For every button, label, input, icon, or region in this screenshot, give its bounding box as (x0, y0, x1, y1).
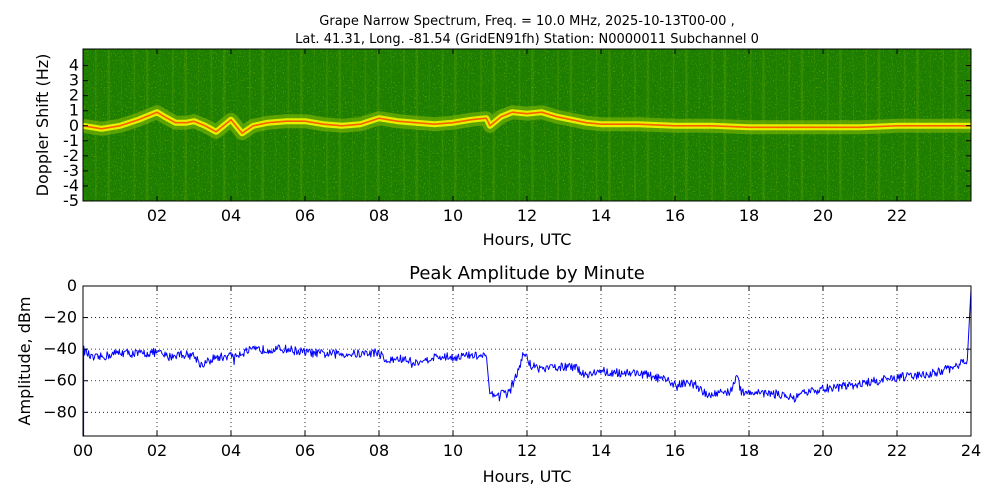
amplitude-x-tick-label: 04 (221, 441, 241, 460)
amplitude-y-tick-label: −40 (43, 339, 77, 358)
spectrogram-y-tick-label: -1 (63, 131, 79, 150)
spectrogram-y-tick-label: -2 (63, 146, 79, 165)
amplitude-x-tick-label: 12 (517, 441, 537, 460)
amplitude-panel: Peak Amplitude by Minute 00 02 04 06 08 10 12 1… (15, 263, 981, 486)
spectrogram-y-tick-label: -5 (63, 191, 79, 210)
spectrogram-y-tick-label: -4 (63, 176, 79, 195)
amplitude-y-label: Amplitude, dBm (15, 297, 34, 426)
amplitude-plot-area (83, 286, 971, 436)
spectrogram-y-tick-label: 4 (69, 56, 79, 75)
spectrogram-x-tick-label: 22 (887, 206, 907, 225)
spectrogram-x-tick-label: 18 (739, 206, 759, 225)
figure-title-line-1: Grape Narrow Spectrum, Freq. = 10.0 MHz,… (319, 14, 734, 29)
spectrogram-x-tick-label: 10 (443, 206, 463, 225)
amplitude-y-axis: 0 −20 −40 −60 −80 (43, 276, 971, 421)
amplitude-title: Peak Amplitude by Minute (409, 263, 645, 284)
doppler-trace (83, 105, 971, 141)
amplitude-x-tick-label: 10 (443, 441, 463, 460)
amplitude-y-tick-label: −60 (43, 371, 77, 390)
spectrogram-y-tick-label: 3 (69, 71, 79, 90)
amplitude-x-tick-label: 18 (739, 441, 759, 460)
spectrogram-y-tick-label: 2 (69, 86, 79, 105)
amplitude-x-tick-label: 24 (961, 441, 981, 460)
spectrogram-y-tick-label: -3 (63, 161, 79, 180)
amplitude-x-tick-label: 00 (73, 441, 93, 460)
doppler-trace-core (83, 111, 971, 135)
spectrogram-y-tick-label: 1 (69, 101, 79, 120)
spectrogram-x-tick-label: 02 (147, 206, 167, 225)
spectrogram-x-tick-label: 16 (665, 206, 685, 225)
spectrogram-x-tick-label: 04 (221, 206, 241, 225)
spectrogram-x-tick-label: 20 (813, 206, 833, 225)
amplitude-x-tick-label: 08 (369, 441, 389, 460)
amplitude-x-axis: 00 02 04 06 08 10 12 14 16 18 20 22 24 (73, 286, 981, 460)
spectrogram-y-label: Doppler Shift (Hz) (33, 54, 52, 197)
amplitude-x-tick-label: 02 (147, 441, 167, 460)
spectrogram-x-tick-label: 06 (295, 206, 315, 225)
amplitude-x-tick-label: 16 (665, 441, 685, 460)
amplitude-x-tick-label: 14 (591, 441, 611, 460)
amplitude-x-tick-label: 06 (295, 441, 315, 460)
amplitude-x-label: Hours, UTC (483, 467, 572, 486)
spectrogram-x-tick-label: 08 (369, 206, 389, 225)
amplitude-y-tick-label: −80 (43, 402, 77, 421)
amplitude-x-tick-label: 20 (813, 441, 833, 460)
amplitude-line (83, 289, 971, 403)
amplitude-y-tick-label: −20 (43, 308, 77, 327)
spectrogram-y-tick-label: 0 (69, 116, 79, 135)
spectrogram-x-tick-label: 14 (591, 206, 611, 225)
amplitude-y-tick-label: 0 (67, 276, 77, 295)
spectrogram-x-axis: 02 04 06 08 10 12 14 16 18 20 22 (147, 49, 907, 225)
amplitude-grid (83, 286, 971, 436)
figure-title-line-2: Lat. 41.31, Long. -81.54 (GridEN91fh) St… (295, 32, 759, 47)
spectrogram-x-label: Hours, UTC (483, 230, 572, 249)
amplitude-x-tick-label: 22 (887, 441, 907, 460)
spectrogram-x-tick-label: 12 (517, 206, 537, 225)
